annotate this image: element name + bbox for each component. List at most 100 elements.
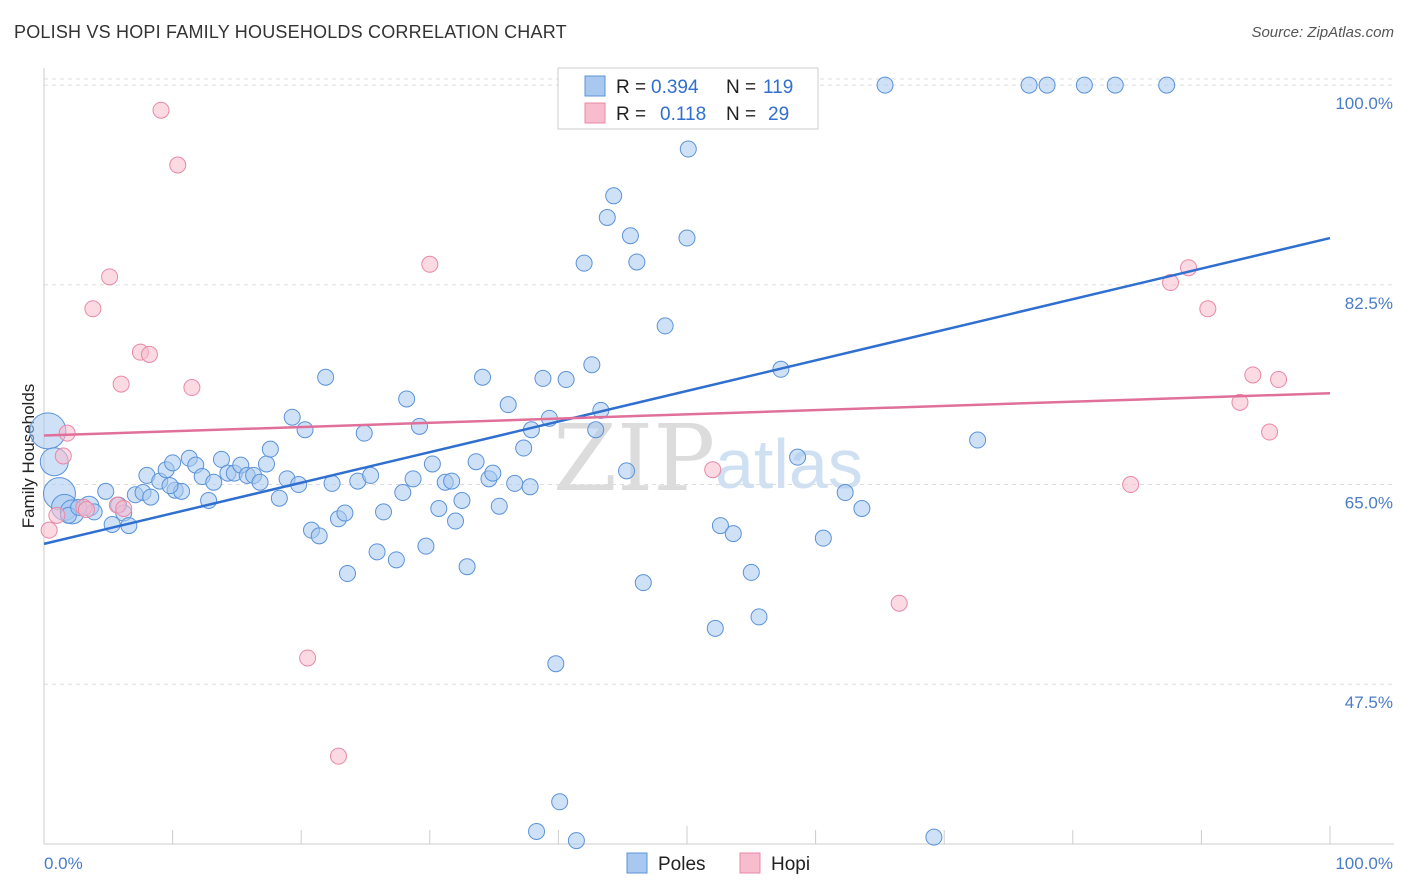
poles-point	[876, 76, 894, 94]
poles-point	[283, 408, 301, 426]
y-axis-title: Family Households	[19, 384, 38, 529]
poles-point	[97, 482, 115, 500]
poles-point	[587, 421, 605, 439]
hopi-point	[54, 447, 72, 465]
poles-point	[706, 619, 724, 637]
hopi-point	[1261, 423, 1279, 441]
poles-point	[142, 488, 160, 506]
hopi-point	[77, 501, 95, 519]
x-tick-label-min: 0.0%	[44, 854, 83, 873]
poles-point	[711, 517, 729, 535]
poles-point	[750, 608, 768, 626]
stats-legend: R = 0.394 N = 119 R = 0.118 N = 29	[557, 67, 819, 130]
poles-point	[251, 473, 269, 491]
poles-point	[447, 512, 465, 530]
poles-point	[521, 478, 539, 496]
hopi-point	[48, 506, 66, 524]
poles-r-label: R =	[616, 77, 646, 98]
poles-point	[467, 453, 485, 471]
poles-point	[212, 450, 230, 468]
hopi-point	[329, 747, 347, 765]
poles-point	[257, 455, 275, 473]
hopi-point	[421, 255, 439, 273]
poles-point	[205, 473, 223, 491]
y-tick-label: 82.5%	[1345, 294, 1393, 313]
hopi-point	[58, 424, 76, 442]
poles-point	[836, 484, 854, 502]
y-tick-label: 47.5%	[1345, 693, 1393, 712]
poles-point	[853, 499, 871, 517]
poles-point	[474, 368, 492, 386]
poles-point	[618, 462, 636, 480]
poles-point	[362, 466, 380, 484]
poles-point	[411, 417, 429, 435]
poles-point	[628, 253, 646, 271]
poles-point	[789, 448, 807, 466]
poles-point	[270, 489, 288, 507]
poles-point	[634, 574, 652, 592]
poles-point	[621, 227, 639, 245]
chart-title: POLISH VS HOPI FAMILY HOUSEHOLDS CORRELA…	[14, 22, 567, 42]
hopi-point	[40, 521, 58, 539]
hopi-point	[140, 345, 158, 363]
poles-point	[656, 317, 674, 335]
poles-point	[336, 504, 354, 522]
poles-point	[547, 655, 565, 673]
poles-point	[1038, 76, 1056, 94]
hopi-point	[704, 461, 722, 479]
poles-point	[534, 369, 552, 387]
series-legend: Poles Hopi	[626, 852, 810, 875]
poles-point	[506, 474, 524, 492]
poles-point	[387, 551, 405, 569]
hopi-point	[84, 300, 102, 318]
poles-point	[1158, 76, 1176, 94]
poles-point	[814, 529, 832, 547]
poles-point	[528, 822, 546, 840]
poles-point	[261, 440, 279, 458]
y-tick-labels: 47.5% 65.0% 82.5% 100.0%	[1335, 94, 1393, 712]
poles-legend-swatch	[584, 75, 606, 97]
hopi-point	[1270, 371, 1288, 389]
poles-point	[443, 472, 461, 490]
hopi-point	[1231, 393, 1249, 411]
poles-point	[490, 497, 508, 515]
poles-point	[296, 421, 314, 439]
legend-hopi-swatch	[739, 852, 761, 874]
gridlines	[44, 78, 1394, 685]
hopi-r-value: 0.118	[660, 104, 706, 125]
watermark: ZIP atlas	[553, 405, 863, 512]
poles-point	[423, 455, 441, 473]
hopi-point	[183, 379, 201, 397]
y-tick-label: 100.0%	[1335, 94, 1393, 113]
hopi-n-label: N =	[726, 104, 756, 125]
hopi-point	[115, 499, 133, 517]
poles-point	[458, 558, 476, 576]
hopi-point	[101, 268, 119, 286]
poles-point	[430, 499, 448, 517]
poles-point	[598, 208, 616, 226]
hopi-r-label: R =	[616, 104, 646, 125]
poles-trend-line	[43, 236, 1331, 546]
poles-point	[557, 371, 575, 389]
poles-n-label: N =	[726, 77, 756, 98]
poles-point	[1106, 76, 1124, 94]
hopi-point	[1122, 476, 1140, 494]
poles-point	[551, 793, 569, 811]
poles-point	[164, 454, 182, 472]
poles-point	[742, 563, 760, 581]
poles-point	[567, 832, 585, 850]
poles-point	[398, 390, 416, 408]
poles-n-value: 119	[763, 77, 793, 98]
poles-point	[575, 254, 593, 272]
poles-point	[1020, 76, 1038, 94]
poles-point	[679, 140, 697, 158]
legend-hopi-label: Hopi	[771, 854, 810, 875]
poles-point	[515, 439, 533, 457]
hopi-point	[299, 649, 317, 667]
poles-point	[355, 424, 373, 442]
legend-poles-label: Poles	[658, 854, 706, 875]
poles-point	[404, 470, 422, 488]
poles-point	[375, 503, 393, 521]
poles-point	[583, 356, 601, 374]
